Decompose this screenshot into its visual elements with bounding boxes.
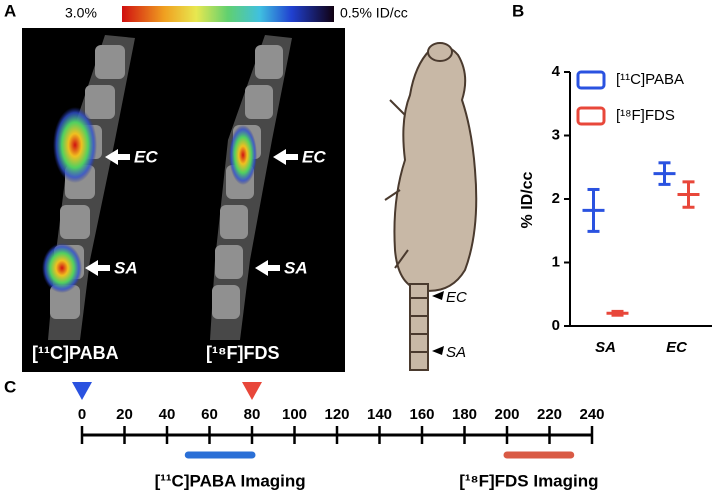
- timeline-marker: [72, 382, 92, 400]
- timeline-tick-label: 0: [78, 406, 86, 423]
- arrow-label: EC: [302, 147, 326, 166]
- timeline-marker: [242, 382, 262, 400]
- y-tick-label: 0: [552, 317, 560, 334]
- panel-label: C: [4, 377, 16, 396]
- imaging-label: [¹¹C]PABA Imaging: [155, 471, 306, 490]
- y-tick-label: 1: [552, 253, 560, 270]
- colorbar-label: 3.0%: [65, 5, 97, 21]
- timeline-tick-label: 20: [116, 406, 133, 423]
- arrow-label: SA: [114, 258, 138, 277]
- colorbar: [122, 6, 334, 22]
- timeline-tick-label: 140: [367, 406, 392, 423]
- timeline-tick-label: 80: [244, 406, 261, 423]
- panel-label: A: [4, 1, 16, 20]
- timeline-tick-label: 40: [159, 406, 176, 423]
- timeline-tick-label: 220: [537, 406, 562, 423]
- timeline-tick-label: 240: [579, 406, 604, 423]
- colorbar-label: 0.5% ID/cc: [340, 5, 408, 21]
- image-label: [¹⁸F]FDS: [206, 343, 280, 363]
- timeline-tick-label: 180: [452, 406, 477, 423]
- tail-label: EC: [446, 289, 467, 306]
- uptake-spot: [229, 125, 257, 185]
- timeline-tick-label: 120: [324, 406, 349, 423]
- y-tick-label: 3: [552, 126, 560, 143]
- y-axis-label: % ID/cc: [519, 171, 536, 228]
- tail-segments: [409, 297, 429, 371]
- arrow-label: SA: [284, 258, 308, 277]
- tail-arrows: [432, 291, 444, 355]
- y-tick-label: 4: [552, 63, 561, 80]
- timeline-tick-label: 200: [494, 406, 519, 423]
- legend-label: [¹⁸F]FDS: [616, 107, 675, 124]
- legend-swatch: [576, 70, 606, 90]
- legend-label: [¹¹C]PABA: [616, 71, 684, 88]
- timeline-tick-label: 160: [409, 406, 434, 423]
- arrows: [85, 149, 298, 276]
- x-tick-label: SA: [595, 339, 616, 356]
- uptake-spot: [42, 243, 82, 293]
- uptake-spot: [53, 107, 97, 183]
- image-label: [¹¹C]PABA: [32, 343, 119, 363]
- tail-label: SA: [446, 344, 466, 361]
- panel-label: B: [512, 1, 524, 20]
- legend-swatch: [576, 106, 606, 126]
- arrow-label: EC: [134, 147, 158, 166]
- timeline-tick-label: 100: [282, 406, 307, 423]
- imaging-label: [¹⁸F]FDS Imaging: [459, 471, 598, 490]
- x-tick-label: EC: [666, 339, 688, 356]
- mouse: [384, 42, 478, 299]
- y-tick-label: 2: [552, 190, 560, 207]
- timeline-tick-label: 60: [201, 406, 218, 423]
